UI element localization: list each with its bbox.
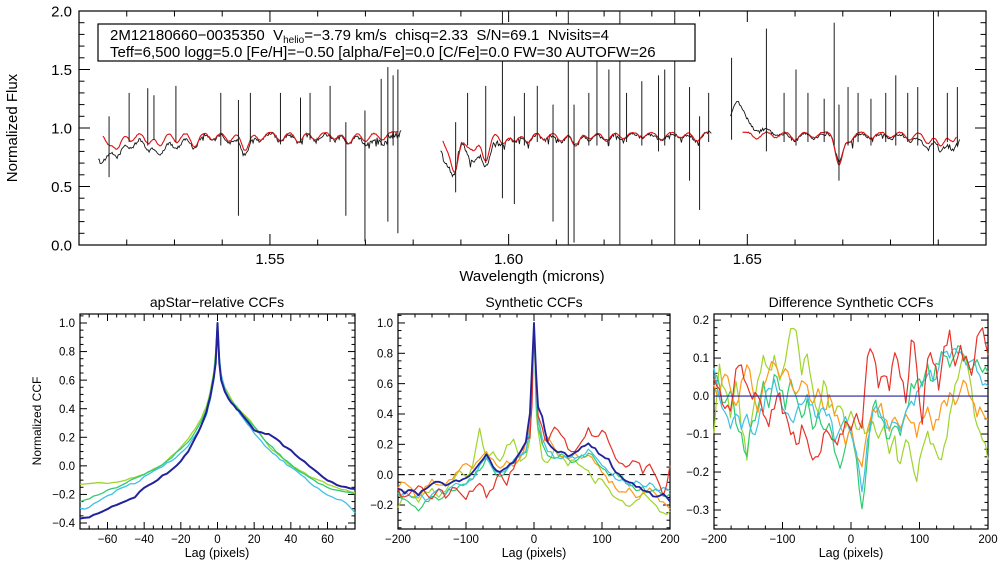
svg-text:100: 100 bbox=[592, 534, 611, 546]
spectrum-data-segment bbox=[730, 101, 961, 163]
svg-text:200: 200 bbox=[978, 534, 997, 546]
svg-text:0: 0 bbox=[531, 534, 537, 546]
ccf-curve-visit-red bbox=[397, 322, 671, 501]
apstar-ccf-axis-frame: −60 −40 −20 0 20 40 60 −0.4 −0.2 0.0 0.2 0.4 0.6 0.8 1… bbox=[52, 313, 356, 546]
svg-text:100: 100 bbox=[910, 534, 929, 546]
svg-text:0.0: 0.0 bbox=[377, 470, 393, 482]
apstar-ccf-x-axis-label: Lag (pixels) bbox=[185, 546, 250, 560]
spectrum-y-axis-label: Normalized Flux bbox=[4, 73, 21, 182]
apstar-ccf-curves bbox=[79, 322, 356, 520]
svg-text:60: 60 bbox=[321, 534, 334, 546]
svg-text:2.0: 2.0 bbox=[51, 3, 72, 20]
svg-text:0.2: 0.2 bbox=[59, 432, 75, 444]
svg-text:−0.4: −0.4 bbox=[52, 518, 75, 530]
spectrum-axis-frame: 1.55 1.60 1.65 0.0 0.5 1.0 1.5 2.0 bbox=[51, 3, 987, 268]
svg-text:−0.2: −0.2 bbox=[52, 490, 75, 502]
ccf-curve-diff-red bbox=[713, 327, 989, 461]
ccf-curve-combined-navy bbox=[397, 322, 671, 503]
spectrum-model-segment bbox=[742, 131, 957, 166]
svg-text:0.0: 0.0 bbox=[51, 237, 72, 254]
svg-text:−200: −200 bbox=[701, 534, 727, 546]
svg-text:−0.3: −0.3 bbox=[686, 505, 709, 517]
svg-text:−60: −60 bbox=[98, 534, 118, 546]
difference-ccf-x-axis-label: Lag (pixels) bbox=[819, 546, 884, 560]
svg-text:0.0: 0.0 bbox=[59, 461, 75, 473]
svg-text:−100: −100 bbox=[770, 534, 796, 546]
svg-text:40: 40 bbox=[284, 534, 297, 546]
ccf-curve-diff-chartreuse bbox=[713, 327, 989, 483]
ccf-curve-diff-cyan bbox=[713, 348, 989, 493]
synthetic-ccf-axis-frame: −200 −100 0 100 200 −0.2 0.0 0.2 0.4 0.6 0.8 1.0 bbox=[370, 313, 680, 546]
svg-text:−0.2: −0.2 bbox=[370, 500, 393, 512]
svg-text:−100: −100 bbox=[453, 534, 479, 546]
svg-text:1.65: 1.65 bbox=[733, 251, 762, 268]
difference-ccf-axis-frame: −200 −100 0 100 200 −0.3 −0.2 −0.1 0.0 0.1 0.2 bbox=[686, 313, 998, 546]
svg-text:0.6: 0.6 bbox=[377, 379, 393, 391]
svg-text:−0.1: −0.1 bbox=[686, 429, 709, 441]
svg-text:1.55: 1.55 bbox=[255, 251, 284, 268]
svg-text:1.0: 1.0 bbox=[59, 318, 75, 330]
svg-text:0.5: 0.5 bbox=[51, 179, 72, 196]
svg-text:0.8: 0.8 bbox=[377, 348, 393, 360]
svg-text:0.2: 0.2 bbox=[377, 439, 393, 451]
ccf-curve-combined-navy bbox=[79, 322, 356, 520]
annotation-vhelio-subscript: helio bbox=[283, 35, 305, 46]
ccf-curve-visit-green bbox=[79, 322, 356, 503]
svg-text:0.1: 0.1 bbox=[693, 353, 709, 365]
svg-text:−0.2: −0.2 bbox=[686, 467, 709, 479]
difference-ccf-curves bbox=[713, 327, 989, 510]
annotation-box bbox=[97, 23, 696, 62]
svg-text:−40: −40 bbox=[134, 534, 154, 546]
synthetic-ccf-title: Synthetic CCFs bbox=[485, 294, 582, 310]
svg-text:0.2: 0.2 bbox=[693, 315, 709, 327]
synthetic-ccf-x-axis-label: Lag (pixels) bbox=[502, 546, 567, 560]
svg-text:−20: −20 bbox=[171, 534, 191, 546]
svg-text:0.0: 0.0 bbox=[693, 391, 709, 403]
svg-text:1.5: 1.5 bbox=[51, 62, 72, 79]
annotation-line1-values: =−3.79 km/s chisq=2.33 S/N=69.1 Nvisits=… bbox=[304, 27, 609, 44]
annotation-line1: 2M12180660−0035350 Vhelio=−3.79 km/s chi… bbox=[110, 27, 609, 46]
svg-text:0.4: 0.4 bbox=[59, 404, 76, 416]
svg-text:0.4: 0.4 bbox=[377, 409, 394, 421]
svg-text:200: 200 bbox=[660, 534, 679, 546]
svg-text:1.0: 1.0 bbox=[51, 120, 72, 137]
annotation-line2: Teff=6,500 logg=5.0 [Fe/H]=−0.50 [alpha/… bbox=[110, 44, 656, 61]
svg-text:−200: −200 bbox=[385, 534, 411, 546]
svg-text:0: 0 bbox=[214, 534, 220, 546]
svg-text:20: 20 bbox=[248, 534, 261, 546]
synthetic-ccf-curves bbox=[397, 322, 671, 516]
svg-text:0.6: 0.6 bbox=[59, 375, 75, 387]
difference-ccf-title: Difference Synthetic CCFs bbox=[769, 294, 934, 310]
apstar-ccf-y-axis-label: Normalized CCF bbox=[30, 377, 44, 466]
ccf-curve-visit-chartreuse bbox=[79, 322, 356, 494]
svg-text:1.60: 1.60 bbox=[494, 251, 523, 268]
annotation-target-id: 2M12180660−0035350 V bbox=[110, 27, 283, 44]
apstar-ccf-title: apStar−relative CCFs bbox=[150, 294, 284, 310]
svg-text:1.0: 1.0 bbox=[377, 318, 393, 330]
svg-text:0.8: 0.8 bbox=[59, 347, 75, 359]
svg-text:0: 0 bbox=[848, 534, 854, 546]
spectrum-data-segment bbox=[440, 130, 712, 178]
spectrum-x-axis-label: Wavelength (microns) bbox=[459, 268, 604, 285]
ccf-curve-diff-orange bbox=[713, 361, 989, 468]
